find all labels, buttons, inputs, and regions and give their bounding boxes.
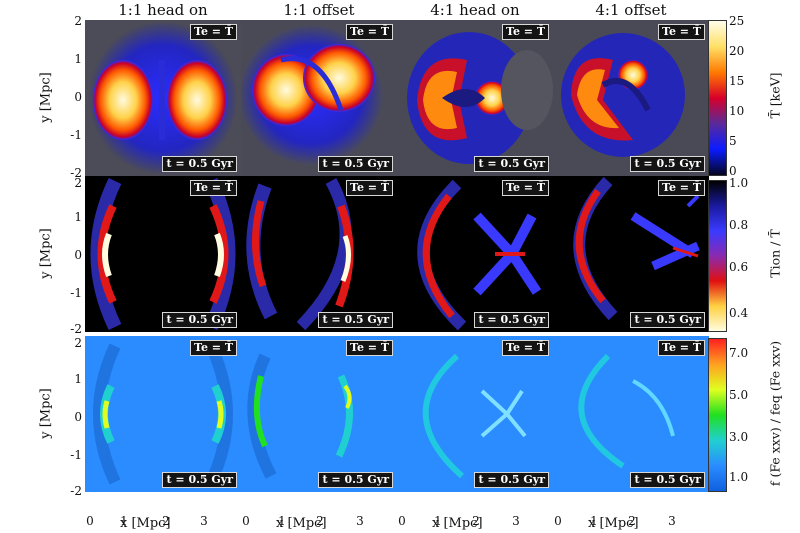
label-time: t = 0.5 Gyr [630,156,705,172]
panel-r2-c2: Te = T̄ t = 0.5 Gyr [241,176,397,332]
x-axis-label: x [Mpc] [120,516,171,531]
colorbar-tick: 0.8 [729,218,749,232]
y-tick: -1 [70,128,82,142]
y-tick: -2 [70,322,82,336]
label-te: Te = T̄ [658,24,705,40]
colorbar-tick: 5 [729,134,737,148]
label-te: Te = T̄ [502,24,549,40]
x-tick: 0 [242,514,250,528]
label-te: Te = T̄ [502,340,549,356]
colorbar-tick: 1.0 [729,470,749,484]
label-time: t = 0.5 Gyr [474,472,549,488]
colorbar-tick: 20 [729,44,745,58]
colorbar-tick: 0.4 [729,306,749,320]
colorbar-tick: 25 [729,14,745,28]
colorbar-temperature [708,20,727,176]
panel-r3-c4: Te = T̄ t = 0.5 Gyr [553,336,709,492]
x-tick: 3 [512,514,520,528]
panel-r1-c1: Te = T̄ t = 0.5 Gyr [85,20,241,176]
y-tick: 1 [74,52,82,66]
x-axis-label: x [Mpc] [588,516,639,531]
panel-r1-c2: Te = T̄ t = 0.5 Gyr [241,20,397,176]
panel-r3-c3: Te = T̄ t = 0.5 Gyr [397,336,553,492]
panel-r1-c3: Te = T̄ t = 0.5 Gyr [397,20,553,176]
y-tick: 1 [74,372,82,386]
x-tick: 3 [200,514,208,528]
colorbar-tick: 0.6 [729,260,749,274]
y-tick: -1 [70,448,82,462]
y-tick: -1 [70,286,82,300]
colorbar-label-fe: f (Fe xxv) / feq (Fe xxv) [767,340,783,487]
colorbar-tick: 0 [729,164,737,178]
y-tick: 2 [74,336,82,350]
column-title-3: 4:1 head on [430,1,520,19]
x-tick: 2 [628,514,636,528]
label-te: Te = T̄ [190,340,237,356]
y-tick: 2 [74,176,82,190]
colorbar-tion-ratio [708,180,727,332]
label-te: Te = T̄ [190,180,237,196]
x-tick: 1 [278,514,286,528]
label-time: t = 0.5 Gyr [162,312,237,328]
x-tick: 3 [356,514,364,528]
y-tick: 1 [74,210,82,224]
x-tick: 2 [316,514,324,528]
x-tick: 2 [472,514,480,528]
label-time: t = 0.5 Gyr [162,472,237,488]
label-te: Te = T̄ [190,24,237,40]
x-tick: 1 [120,514,128,528]
colorbar-tick: 1.0 [729,176,749,190]
panel-r2-c4: Te = T̄ t = 0.5 Gyr [553,176,709,332]
panel-r2-c1: Te = T̄ t = 0.5 Gyr [85,176,241,332]
label-time: t = 0.5 Gyr [474,312,549,328]
x-axis-label: x [Mpc] [276,516,327,531]
y-tick: 2 [74,14,82,28]
colorbar-tick: 15 [729,74,745,88]
label-time: t = 0.5 Gyr [630,472,705,488]
label-time: t = 0.5 Gyr [318,312,393,328]
label-te: Te = T̄ [658,340,705,356]
label-time: t = 0.5 Gyr [318,472,393,488]
x-tick: 3 [668,514,676,528]
x-tick: 1 [590,514,598,528]
x-tick: 1 [434,514,442,528]
label-te: Te = T̄ [346,24,393,40]
y-axis-label: y [Mpc] [38,228,54,279]
x-tick: 0 [86,514,94,528]
y-tick: 0 [74,248,82,262]
column-title-4: 4:1 offset [595,1,667,19]
label-time: t = 0.5 Gyr [318,156,393,172]
y-axis-label: y [Mpc] [38,388,54,439]
y-tick: 0 [74,90,82,104]
label-te: Te = T̄ [658,180,705,196]
panel-r3-c1: Te = T̄ t = 0.5 Gyr [85,336,241,492]
label-time: t = 0.5 Gyr [474,156,549,172]
label-te: Te = T̄ [346,180,393,196]
column-title-1: 1:1 head on [118,1,208,19]
label-time: t = 0.5 Gyr [162,156,237,172]
colorbar-label-temperature: T̄ [keV] [767,72,783,119]
colorbar-tick: 7.0 [729,346,749,360]
panel-r1-c4: Te = T̄ t = 0.5 Gyr [553,20,709,176]
colorbar-label-tion: Tion / T̄ [767,229,783,278]
colorbar-tick: 10 [729,104,745,118]
panel-r3-c2: Te = T̄ t = 0.5 Gyr [241,336,397,492]
x-tick: 0 [554,514,562,528]
label-te: Te = T̄ [346,340,393,356]
y-tick: 0 [74,410,82,424]
column-title-2: 1:1 offset [283,1,355,19]
label-te: Te = T̄ [502,180,549,196]
y-axis-label: y [Mpc] [38,72,54,123]
label-time: t = 0.5 Gyr [630,312,705,328]
colorbar-tick: 3.0 [729,430,749,444]
y-tick: -2 [70,166,82,180]
panel-r2-c3: Te = T̄ t = 0.5 Gyr [397,176,553,332]
x-tick: 0 [398,514,406,528]
y-tick: -2 [70,484,82,498]
x-tick: 2 [162,514,170,528]
colorbar-tick: 5.0 [729,388,749,402]
colorbar-fe-xxv-ratio [708,338,727,492]
x-axis-label: x [Mpc] [432,516,483,531]
